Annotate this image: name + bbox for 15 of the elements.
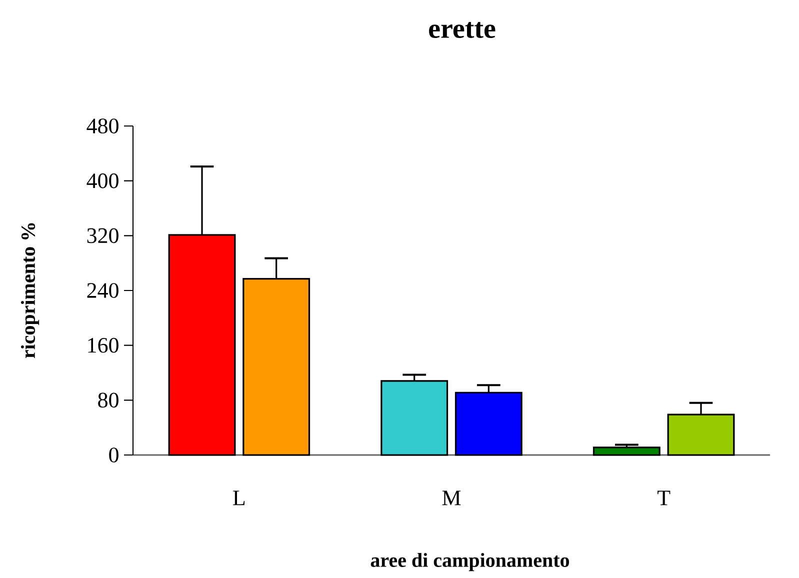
bar — [380, 380, 448, 456]
y-tick-label: 240 — [87, 283, 118, 298]
x-tick-label: M — [442, 490, 461, 506]
y-tick-label: 160 — [88, 338, 118, 353]
y-tick-label: 320 — [87, 228, 118, 244]
chart-title: erette — [429, 22, 496, 38]
x-tick-label: L — [233, 490, 245, 506]
y-tick-label: 80 — [98, 392, 118, 408]
y-tick-label: 480 — [86, 118, 118, 134]
y-tick-label: 0 — [109, 448, 118, 462]
x-axis-title: aree di campionamento — [370, 552, 570, 572]
y-tick-label: 400 — [86, 173, 118, 188]
bar — [592, 446, 660, 456]
y-axis-title: ricoprimento % — [20, 223, 40, 358]
x-tick-label: T — [658, 490, 670, 506]
